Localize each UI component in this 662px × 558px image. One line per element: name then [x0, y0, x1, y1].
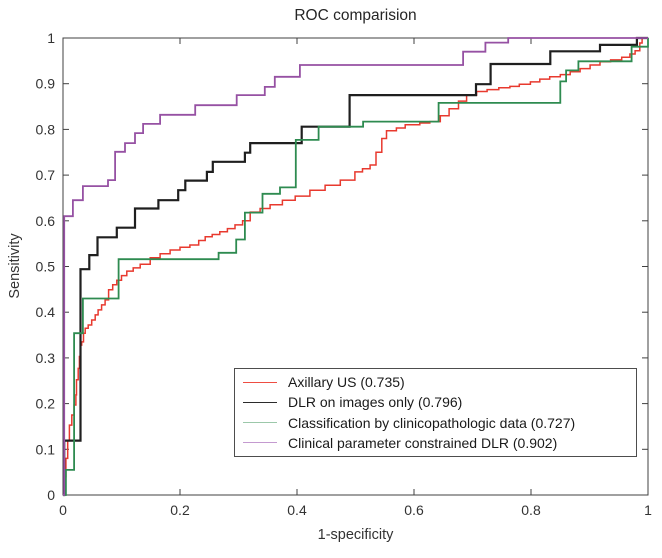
- legend-item-label: Axillary US (0.735): [288, 374, 405, 391]
- legend-item-label: Clinical parameter constrained DLR (0.90…: [288, 434, 558, 451]
- legend-item-label: Classification by clinicopathologic data…: [288, 414, 576, 431]
- y-tick-label: 0.6: [36, 213, 56, 229]
- x-tick-label: 1: [644, 502, 652, 518]
- y-tick-label: 0.3: [36, 350, 56, 366]
- roc-curve-clinical-parameter-constrained-dlr-0-902: [63, 37, 648, 496]
- legend: Axillary US (0.735) DLR on images only (0…: [234, 368, 637, 457]
- y-tick-label: 0.5: [36, 259, 56, 275]
- y-axis-label: Sensitivity: [7, 233, 23, 299]
- x-tick-label: 0.2: [170, 502, 190, 518]
- x-axis-label: 1-specificity: [317, 527, 394, 543]
- x-tick-label: 0: [59, 502, 67, 518]
- y-tick-label: 0.2: [36, 396, 56, 412]
- chart-title: ROC comparision: [294, 7, 417, 24]
- y-tick-label: 0.7: [36, 167, 56, 183]
- y-tick-label: 0.4: [36, 304, 56, 320]
- y-tick-label: 0: [47, 487, 55, 503]
- roc-curve-classification-by-clinicopathologic-data-0-727: [63, 38, 649, 496]
- y-tick-label: 0.9: [36, 76, 56, 92]
- legend-line-swatch: [243, 401, 277, 403]
- legend-item: Axillary US (0.735): [235, 372, 636, 392]
- legend-item-label: DLR on images only (0.796): [288, 394, 463, 411]
- y-tick-label: 0.1: [36, 441, 56, 457]
- legend-line-swatch: [243, 442, 277, 444]
- legend-line-swatch: [243, 381, 277, 383]
- x-tick-label: 0.8: [521, 502, 541, 518]
- legend-line-swatch: [243, 422, 277, 424]
- x-tick-label: 0.6: [404, 502, 424, 518]
- roc-curve-dlr-on-images-only-0-796: [63, 36, 648, 497]
- legend-item: Clinical parameter constrained DLR (0.90…: [235, 433, 636, 453]
- legend-item: DLR on images only (0.796): [235, 392, 636, 412]
- x-tick-label: 0.4: [287, 502, 307, 518]
- legend-item: Classification by clinicopathologic data…: [235, 413, 636, 433]
- y-tick-label: 0.8: [36, 121, 56, 137]
- y-tick-label: 1: [47, 30, 55, 46]
